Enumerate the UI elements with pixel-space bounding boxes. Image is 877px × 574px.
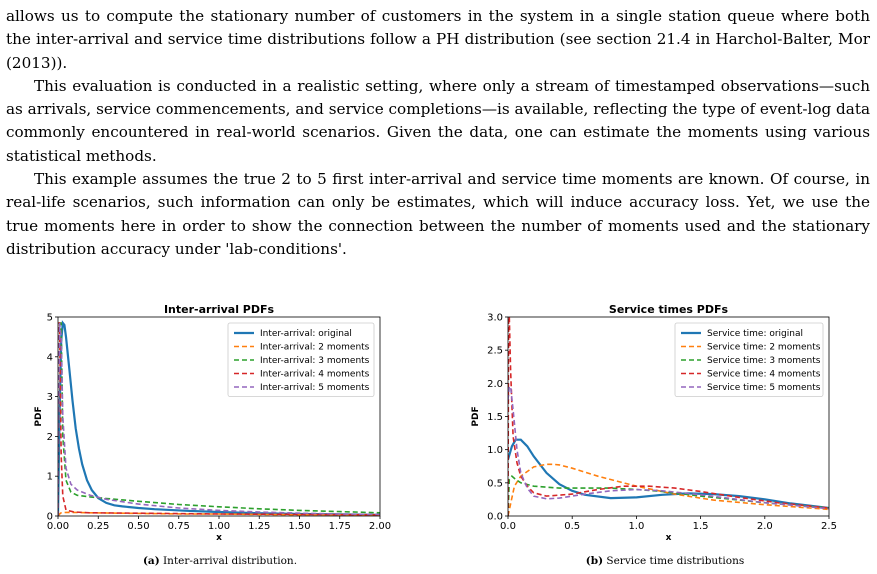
y-tick-label: 2 [47, 432, 53, 443]
legend-label-4: Service time: 4 moments [707, 370, 821, 380]
caption-a-label: (a) [142, 555, 160, 567]
x-tick-label: 1.00 [208, 521, 230, 532]
caption-b-label: (b) [585, 555, 604, 567]
y-tick-label: 3 [47, 392, 53, 403]
y-tick-label: 0 [47, 512, 53, 523]
x-tick-label: 2.0 [757, 521, 773, 532]
y-tick-label: 1.5 [487, 412, 503, 423]
y-tick-label: 2.5 [487, 346, 503, 357]
legend-label-5: Service time: 5 moments [707, 383, 821, 393]
legend-label-3: Service time: 3 moments [707, 356, 821, 366]
y-tick-label: 0.0 [487, 512, 503, 523]
series-line-4 [508, 317, 829, 516]
x-axis-label: x [666, 533, 672, 543]
y-tick-label: 1 [47, 472, 53, 483]
x-tick-label: 0.5 [564, 521, 580, 532]
y-tick-label: 0.5 [487, 478, 503, 489]
x-tick-label: 1.25 [248, 521, 270, 532]
legend: Service time: original Service time: 2 mo… [674, 322, 824, 397]
x-tick-label: 0.75 [168, 521, 190, 532]
legend-label-4: Inter-arrival: 4 moments [260, 370, 370, 380]
x-tick-label: 1.50 [288, 521, 310, 532]
caption-b-text: Service time distributions [606, 555, 745, 567]
x-tick-label: 1.5 [693, 521, 709, 532]
legend-label-2: Service time: 2 moments [707, 343, 821, 353]
series-line-3 [58, 322, 380, 516]
x-tick-label: 0.0 [500, 521, 516, 532]
body-text: allows us to compute the stationary numb… [6, 5, 870, 261]
y-axis-label: PDF [34, 406, 44, 426]
y-tick-label: 2.0 [487, 379, 503, 390]
x-tick-label: 2.00 [369, 521, 391, 532]
paragraph-2: This evaluation is conducted in a realis… [6, 76, 870, 165]
y-tick-label: 1.0 [487, 445, 503, 456]
legend-label-5: Inter-arrival: 5 moments [260, 383, 370, 393]
series-line-5 [58, 322, 380, 516]
caption-a-text: Inter-arrival distribution. [163, 555, 298, 567]
x-tick-label: 0.50 [127, 521, 149, 532]
series-line-1 [508, 438, 829, 510]
paragraph-1: allows us to compute the stationary numb… [6, 7, 870, 72]
legend: Inter-arrival: original Inter-arrival: 2 … [227, 322, 375, 397]
legend-label-1: Service time: original [707, 329, 803, 339]
series-line-5 [508, 385, 829, 510]
service-time-chart: Service times PDFs 0.0 0.5 1.0 1.5 2.0 2.5 0.0 0… [471, 303, 837, 543]
legend-box [227, 322, 375, 397]
paragraph-3: This example assumes the true 2 to 5 fir… [6, 170, 870, 258]
series-line-1 [58, 320, 380, 516]
x-axis-label: x [216, 533, 222, 543]
x-tick-label: 1.0 [628, 521, 644, 532]
x-tick-label: 0.25 [87, 521, 109, 532]
chart-title: Inter-arrival PDFs [164, 303, 275, 316]
series-group [508, 317, 829, 516]
legend-label-2: Inter-arrival: 2 moments [260, 343, 370, 353]
caption-a: (a) Inter-arrival distribution. [70, 555, 370, 567]
y-tick-label: 5 [47, 313, 53, 324]
inter-arrival-chart: Inter-arrival PDFs 0.00 0.25 0.50 0.75 1.00 1.… [34, 303, 391, 543]
x-tick-label: 1.75 [329, 521, 351, 532]
legend-label-1: Inter-arrival: original [260, 329, 352, 339]
legend-box [674, 322, 824, 397]
series-line-2 [508, 463, 829, 516]
series-line-3 [508, 475, 829, 516]
caption-b: (b) Service time distributions [515, 555, 815, 567]
x-tick-label: 0.00 [47, 521, 69, 532]
x-tick-label: 2.5 [821, 521, 837, 532]
y-axis-label: PDF [471, 406, 481, 426]
series-group [58, 320, 380, 516]
chart-title: Service times PDFs [609, 303, 729, 316]
y-tick-label: 4 [47, 352, 53, 363]
legend-label-3: Inter-arrival: 3 moments [260, 356, 370, 366]
y-tick-label: 3.0 [487, 313, 503, 324]
